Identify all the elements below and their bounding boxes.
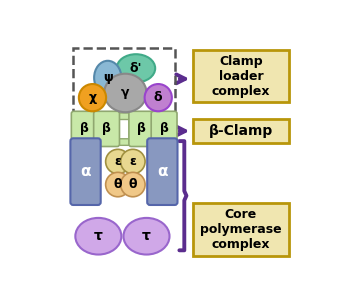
Ellipse shape	[79, 84, 106, 111]
Ellipse shape	[75, 218, 121, 255]
Circle shape	[106, 172, 130, 197]
FancyBboxPatch shape	[147, 138, 177, 205]
Text: τ: τ	[94, 229, 103, 243]
FancyBboxPatch shape	[151, 111, 177, 146]
Ellipse shape	[104, 74, 147, 112]
FancyBboxPatch shape	[129, 111, 155, 146]
FancyBboxPatch shape	[72, 113, 175, 120]
Circle shape	[121, 149, 145, 174]
Text: ε: ε	[130, 155, 136, 168]
Circle shape	[106, 149, 130, 174]
Text: β: β	[102, 122, 111, 135]
Ellipse shape	[124, 218, 169, 255]
Text: ε: ε	[114, 155, 121, 168]
FancyBboxPatch shape	[194, 119, 289, 143]
Ellipse shape	[94, 61, 121, 95]
Text: τ: τ	[142, 229, 151, 243]
Text: δ: δ	[154, 91, 162, 104]
Text: β-Clamp: β-Clamp	[209, 124, 273, 138]
FancyBboxPatch shape	[70, 138, 101, 205]
FancyBboxPatch shape	[194, 203, 289, 256]
Text: θ: θ	[128, 178, 137, 191]
Text: Clamp
loader
complex: Clamp loader complex	[212, 55, 270, 98]
Circle shape	[121, 172, 145, 197]
Text: Core
polymerase
complex: Core polymerase complex	[200, 208, 282, 251]
Text: β: β	[137, 122, 146, 135]
Text: α: α	[157, 164, 168, 179]
Text: δ': δ'	[130, 62, 142, 75]
Text: α: α	[80, 164, 91, 179]
FancyBboxPatch shape	[194, 49, 289, 102]
FancyBboxPatch shape	[94, 111, 119, 146]
Ellipse shape	[145, 84, 172, 111]
Text: ψ: ψ	[103, 71, 113, 84]
Text: θ: θ	[114, 178, 122, 191]
Ellipse shape	[117, 54, 155, 82]
Text: γ: γ	[121, 86, 130, 99]
Text: β: β	[160, 122, 169, 135]
Text: χ: χ	[89, 91, 97, 104]
Text: β: β	[80, 122, 89, 135]
FancyBboxPatch shape	[72, 139, 175, 145]
FancyBboxPatch shape	[71, 111, 97, 146]
